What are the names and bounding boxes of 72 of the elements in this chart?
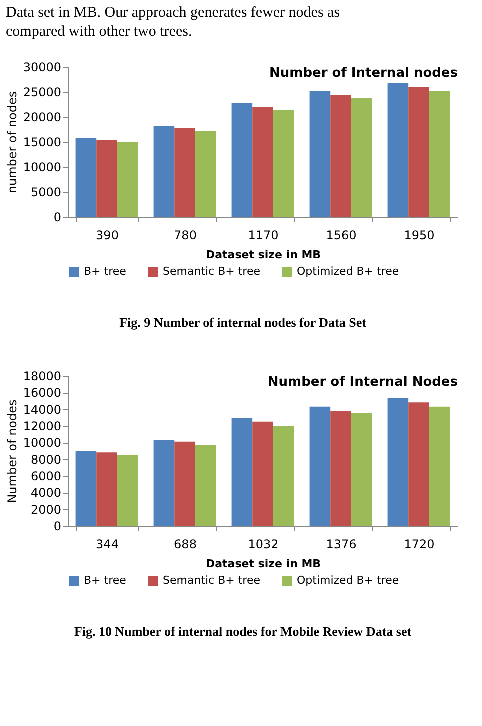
x-axis-title: Dataset size in MB [206,248,322,262]
x-tick-label: 1032 [248,538,279,552]
x-tick-label: 1170 [248,228,279,242]
bar [273,426,294,526]
legend-label: Semantic B+ tree [163,265,261,278]
x-tick-label: 390 [96,228,119,242]
bar [195,132,216,217]
legend-label: B+ tree [84,574,127,587]
bar [195,445,216,526]
bar [310,406,331,526]
y-tick-label: 8000 [30,452,62,467]
chart-title: Number of Internal Nodes [268,375,458,390]
y-tick-label: 12000 [23,420,62,434]
bar [154,126,175,217]
y-tick-label: 10000 [23,436,62,450]
x-tick-label: 1720 [404,538,435,552]
x-tick-label: 1560 [326,228,357,242]
x-tick-label: 344 [96,538,119,552]
bar [76,451,97,526]
y-tick-label: 15000 [23,136,62,150]
bar [330,411,352,526]
bar [174,128,196,217]
y-axis-title: number of nodes [5,91,20,194]
bar [232,104,253,217]
bar [388,84,409,217]
bar [388,398,409,526]
bar [429,92,450,217]
bar [76,138,97,217]
bar [117,455,138,526]
y-tick-label: 0 [54,210,62,224]
y-tick-label: 4000 [30,486,62,500]
legend-label: B+ tree [84,265,127,278]
y-axis-title: Number of nodes [5,400,20,504]
legend-label: Optimized B+ tree [297,265,400,278]
bar [252,422,274,526]
y-tick-label: 18000 [23,370,62,384]
bar [273,110,294,217]
y-tick-label: 14000 [23,402,62,417]
bar [232,418,253,526]
y-tick-label: 0 [54,520,62,534]
bar [252,108,274,217]
caption: Fig. 10 Number of internal nodes for Mobile Review Data set [74,624,412,639]
bar [154,440,175,526]
caption: Fig. 9 Number of internal nodes for Data Set [120,315,368,330]
bar [96,140,118,217]
x-tick-label: 1950 [404,228,435,242]
x-tick-label: 780 [174,228,197,242]
bar [408,402,430,526]
x-tick-label: 688 [174,538,197,552]
bar [330,96,352,217]
x-axis-title: Dataset size in MB [206,558,322,570]
y-tick-label: 10000 [23,160,62,174]
y-tick-label: 6000 [30,470,62,484]
bar [429,406,450,526]
bar [408,87,430,217]
bar [174,442,196,526]
bar [351,414,372,526]
bar [117,142,138,217]
text: Data set in MB. Our approach generates fewer nodes as compared with other two trees. [6,5,340,40]
y-tick-label: 16000 [23,386,62,400]
legend-label: Optimized B+ tree [297,574,400,587]
y-tick-label: 5000 [30,186,62,200]
y-tick-label: 2000 [30,502,62,517]
bar [310,92,331,217]
y-tick-label: 25000 [23,86,62,100]
x-tick-label: 1376 [326,538,357,552]
y-tick-label: 30000 [23,60,62,74]
y-tick-label: 20000 [23,110,62,124]
legend-label: Semantic B+ tree [163,574,261,587]
bar [96,452,118,526]
bar [351,98,372,217]
chart-title: Number of Internal nodes [270,66,458,81]
